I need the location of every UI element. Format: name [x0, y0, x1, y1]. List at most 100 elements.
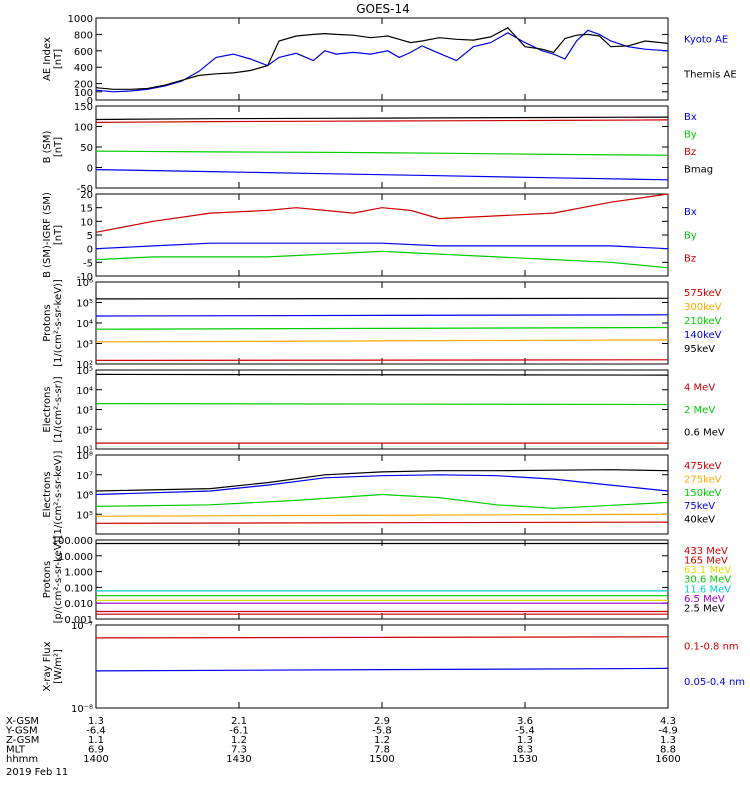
y-tick-label: 800 — [74, 30, 93, 41]
legend-0-6-mev: 0.6 MeV — [684, 427, 725, 438]
series-line-275kev — [95, 513, 669, 517]
row-value: 1.1 — [88, 735, 104, 746]
legend-75kev: 75keV — [684, 501, 715, 512]
panel-frame — [95, 193, 669, 277]
legend-6-5-mev: 6.5 MeV — [684, 594, 725, 605]
row-value: 6.9 — [88, 745, 104, 756]
legend-2-mev: 2 MeV — [684, 405, 715, 416]
legend-300kev: 300keV — [684, 302, 722, 313]
series-line-themis-ae — [95, 27, 669, 90]
series-line-300kev — [95, 339, 669, 343]
series-line-150kev — [95, 493, 669, 509]
legend-kyoto-ae: Kyoto AE — [684, 35, 728, 46]
y-axis-label: Electrons — [42, 471, 53, 517]
series-line-kyoto-ae — [95, 29, 669, 93]
y-axis-label: AE Index — [42, 37, 53, 81]
row-value: -6.4 — [86, 726, 106, 737]
series-line-bz — [95, 119, 669, 123]
row-value: 1430 — [226, 754, 251, 765]
series-line-210kev — [95, 326, 669, 330]
legend-bx: Bx — [684, 207, 697, 218]
legend-bz: Bz — [684, 147, 696, 158]
series-line-bx — [95, 169, 669, 181]
series-line-by — [95, 250, 669, 269]
panel-frame — [95, 369, 669, 450]
legend-165-mev: 165 MeV — [684, 556, 728, 567]
row-label-hhmm: hhmm — [6, 754, 38, 765]
y-tick-label: 10⁶ — [76, 278, 93, 289]
panel-4: 10² 10³ 10⁴ 10⁵ 10⁶ Protons [1/(cm²-s-sr-keV)]… — [42, 278, 722, 371]
row-value: 8.8 — [660, 745, 676, 756]
y-axis-label: [nT] — [53, 137, 64, 157]
y-tick-label: 50 — [80, 143, 93, 154]
y-tick-label: 10⁶ — [76, 491, 93, 502]
y-tick-label: -5 — [83, 258, 93, 269]
series-line-575kev — [95, 359, 669, 361]
series-line-by — [95, 150, 669, 156]
y-tick-label: 10⁸ — [76, 451, 93, 462]
panel-frame — [95, 17, 669, 101]
y-tick-label: 5 — [87, 231, 93, 242]
y-tick-label: 10¹ — [76, 445, 93, 456]
y-tick-label: 1.000 — [64, 568, 93, 579]
y-tick-label: 100.000 — [52, 536, 93, 547]
row-label-x-gsm: X-GSM — [6, 716, 39, 727]
y-tick-label: 10³ — [76, 406, 93, 417]
legend-95kev: 95keV — [684, 344, 715, 355]
legend-475kev: 475keV — [684, 461, 722, 472]
row-value: 3.6 — [517, 716, 533, 727]
y-tick-label: 15 — [80, 204, 93, 215]
y-tick-label: 10³ — [76, 340, 93, 351]
series-line-bmag — [95, 116, 669, 121]
y-axis-label: B (SM)-IGRF (SM) — [42, 192, 53, 278]
row-value: 1530 — [512, 754, 537, 765]
y-tick-label: 0.001 — [64, 615, 93, 626]
row-value: 7.3 — [231, 745, 247, 756]
y-axis-label: [W/m²] — [53, 649, 64, 684]
y-tick-label: 1000 — [68, 14, 93, 25]
series-line-95kev — [95, 297, 669, 300]
series-line-75kev — [95, 474, 669, 496]
row-value: 8.3 — [517, 745, 533, 756]
row-value: 1600 — [655, 754, 680, 765]
y-tick-label: 10⁴ — [76, 386, 93, 397]
y-axis-label: [p/(cm²-s-sr-keV)] — [53, 536, 64, 624]
legend-63-1-mev: 63.1 MeV — [684, 565, 731, 576]
y-tick-label: 10⁷ — [76, 471, 93, 482]
y-tick-label: 10² — [76, 425, 93, 436]
series-line-bx — [95, 242, 669, 250]
legend-by: By — [684, 130, 697, 141]
legend-210kev: 210keV — [684, 316, 722, 327]
legend-themis-ae: Themis AE — [683, 70, 737, 81]
row-label-y-gsm: Y-GSM — [5, 726, 38, 737]
legend-433-mev: 433 MeV — [684, 546, 728, 557]
y-tick-label: 10 — [80, 217, 93, 228]
y-tick-label: 0.010 — [64, 599, 93, 610]
legend-bx: Bx — [684, 112, 697, 123]
y-tick-label: 400 — [74, 63, 93, 74]
plot-date: 2019 Feb 11 — [6, 767, 68, 778]
row-value: -4.9 — [658, 726, 678, 737]
legend-40kev: 40keV — [684, 515, 715, 526]
legend-0-05-0-4-nm: 0.05-0.4 nm — [684, 677, 745, 688]
y-tick-label: -10 — [77, 272, 93, 283]
row-value: 1.3 — [517, 735, 533, 746]
y-axis-label: B (SM) — [42, 130, 53, 163]
y-axis-label: [1/(cm²-s-sr-keV)] — [53, 451, 64, 539]
series-line-0-05-0-4-nm — [95, 667, 669, 672]
y-tick-label: 10⁴ — [76, 319, 93, 330]
panel-frame — [95, 539, 669, 620]
row-value: -5.8 — [372, 726, 392, 737]
series-line-0-1-0-8-nm — [95, 636, 669, 639]
row-value: 1.2 — [231, 735, 247, 746]
legend-4-mev: 4 MeV — [684, 383, 715, 394]
y-tick-label: 10⁻⁸ — [71, 704, 93, 715]
y-tick-label: 10⁵ — [76, 510, 93, 521]
y-tick-label: 150 — [74, 102, 93, 113]
row-label-mlt: MLT — [6, 745, 26, 756]
y-tick-label: 0 — [87, 245, 93, 256]
y-tick-label: 100 — [74, 88, 93, 99]
